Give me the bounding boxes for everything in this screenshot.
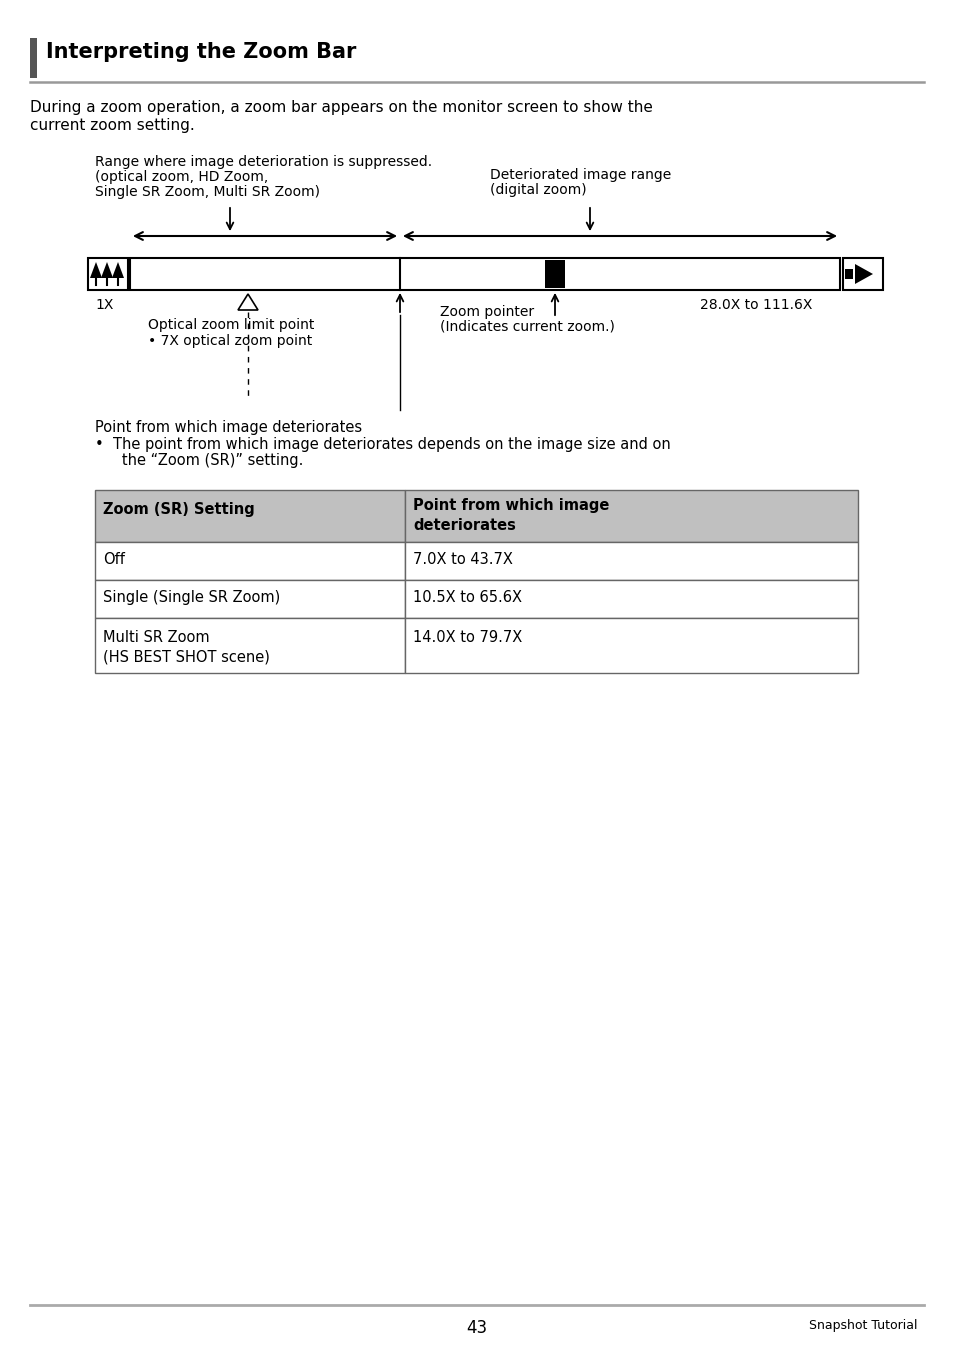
Text: Zoom (SR) Setting: Zoom (SR) Setting	[103, 502, 254, 517]
Bar	[30, 38, 37, 77]
Text: Interpreting the Zoom Bar: Interpreting the Zoom Bar	[46, 42, 356, 62]
Bar	[95, 490, 405, 541]
Text: current zoom setting.: current zoom setting.	[30, 118, 194, 133]
Text: Snapshot Tutorial: Snapshot Tutorial	[809, 1319, 917, 1333]
Text: (optical zoom, HD Zoom,: (optical zoom, HD Zoom,	[95, 170, 268, 185]
Bar	[130, 258, 840, 290]
Bar	[95, 579, 405, 617]
Text: Single (Single SR Zoom): Single (Single SR Zoom)	[103, 590, 280, 605]
Text: •  The point from which image deteriorates depends on the image size and on: • The point from which image deteriorate…	[95, 437, 670, 452]
Text: Point from which image
deteriorates: Point from which image deteriorates	[413, 498, 609, 533]
Bar	[544, 261, 564, 288]
Text: Optical zoom limit point: Optical zoom limit point	[148, 318, 314, 332]
Bar	[405, 617, 857, 673]
Text: Deteriorated image range: Deteriorated image range	[490, 168, 671, 182]
Polygon shape	[90, 262, 102, 278]
Text: Point from which image deteriorates: Point from which image deteriorates	[95, 421, 362, 436]
Text: Multi SR Zoom
(HS BEST SHOT scene): Multi SR Zoom (HS BEST SHOT scene)	[103, 630, 270, 665]
Text: During a zoom operation, a zoom bar appears on the monitor screen to show the: During a zoom operation, a zoom bar appe…	[30, 100, 652, 115]
Bar	[95, 617, 405, 673]
Text: 14.0X to 79.7X: 14.0X to 79.7X	[413, 630, 521, 645]
Bar	[405, 490, 857, 541]
Polygon shape	[101, 262, 112, 278]
Bar	[95, 541, 405, 579]
Text: Off: Off	[103, 552, 125, 567]
Bar	[405, 541, 857, 579]
Text: Zoom pointer: Zoom pointer	[439, 305, 534, 319]
Bar	[844, 269, 852, 280]
Polygon shape	[112, 262, 124, 278]
Text: (Indicates current zoom.): (Indicates current zoom.)	[439, 320, 615, 334]
Text: 28.0X to 111.6X: 28.0X to 111.6X	[700, 299, 812, 312]
Text: 43: 43	[466, 1319, 487, 1337]
Text: Single SR Zoom, Multi SR Zoom): Single SR Zoom, Multi SR Zoom)	[95, 185, 319, 199]
Text: (digital zoom): (digital zoom)	[490, 183, 586, 197]
Text: 1X: 1X	[95, 299, 113, 312]
Text: Range where image deterioration is suppressed.: Range where image deterioration is suppr…	[95, 155, 432, 170]
Bar	[842, 258, 882, 290]
Polygon shape	[854, 265, 872, 284]
Polygon shape	[237, 294, 257, 309]
Text: • 7X optical zoom point: • 7X optical zoom point	[148, 334, 312, 347]
Bar	[405, 579, 857, 617]
Bar	[88, 258, 128, 290]
Text: the “Zoom (SR)” setting.: the “Zoom (SR)” setting.	[108, 453, 303, 468]
Text: 10.5X to 65.6X: 10.5X to 65.6X	[413, 590, 521, 605]
Text: 7.0X to 43.7X: 7.0X to 43.7X	[413, 552, 513, 567]
